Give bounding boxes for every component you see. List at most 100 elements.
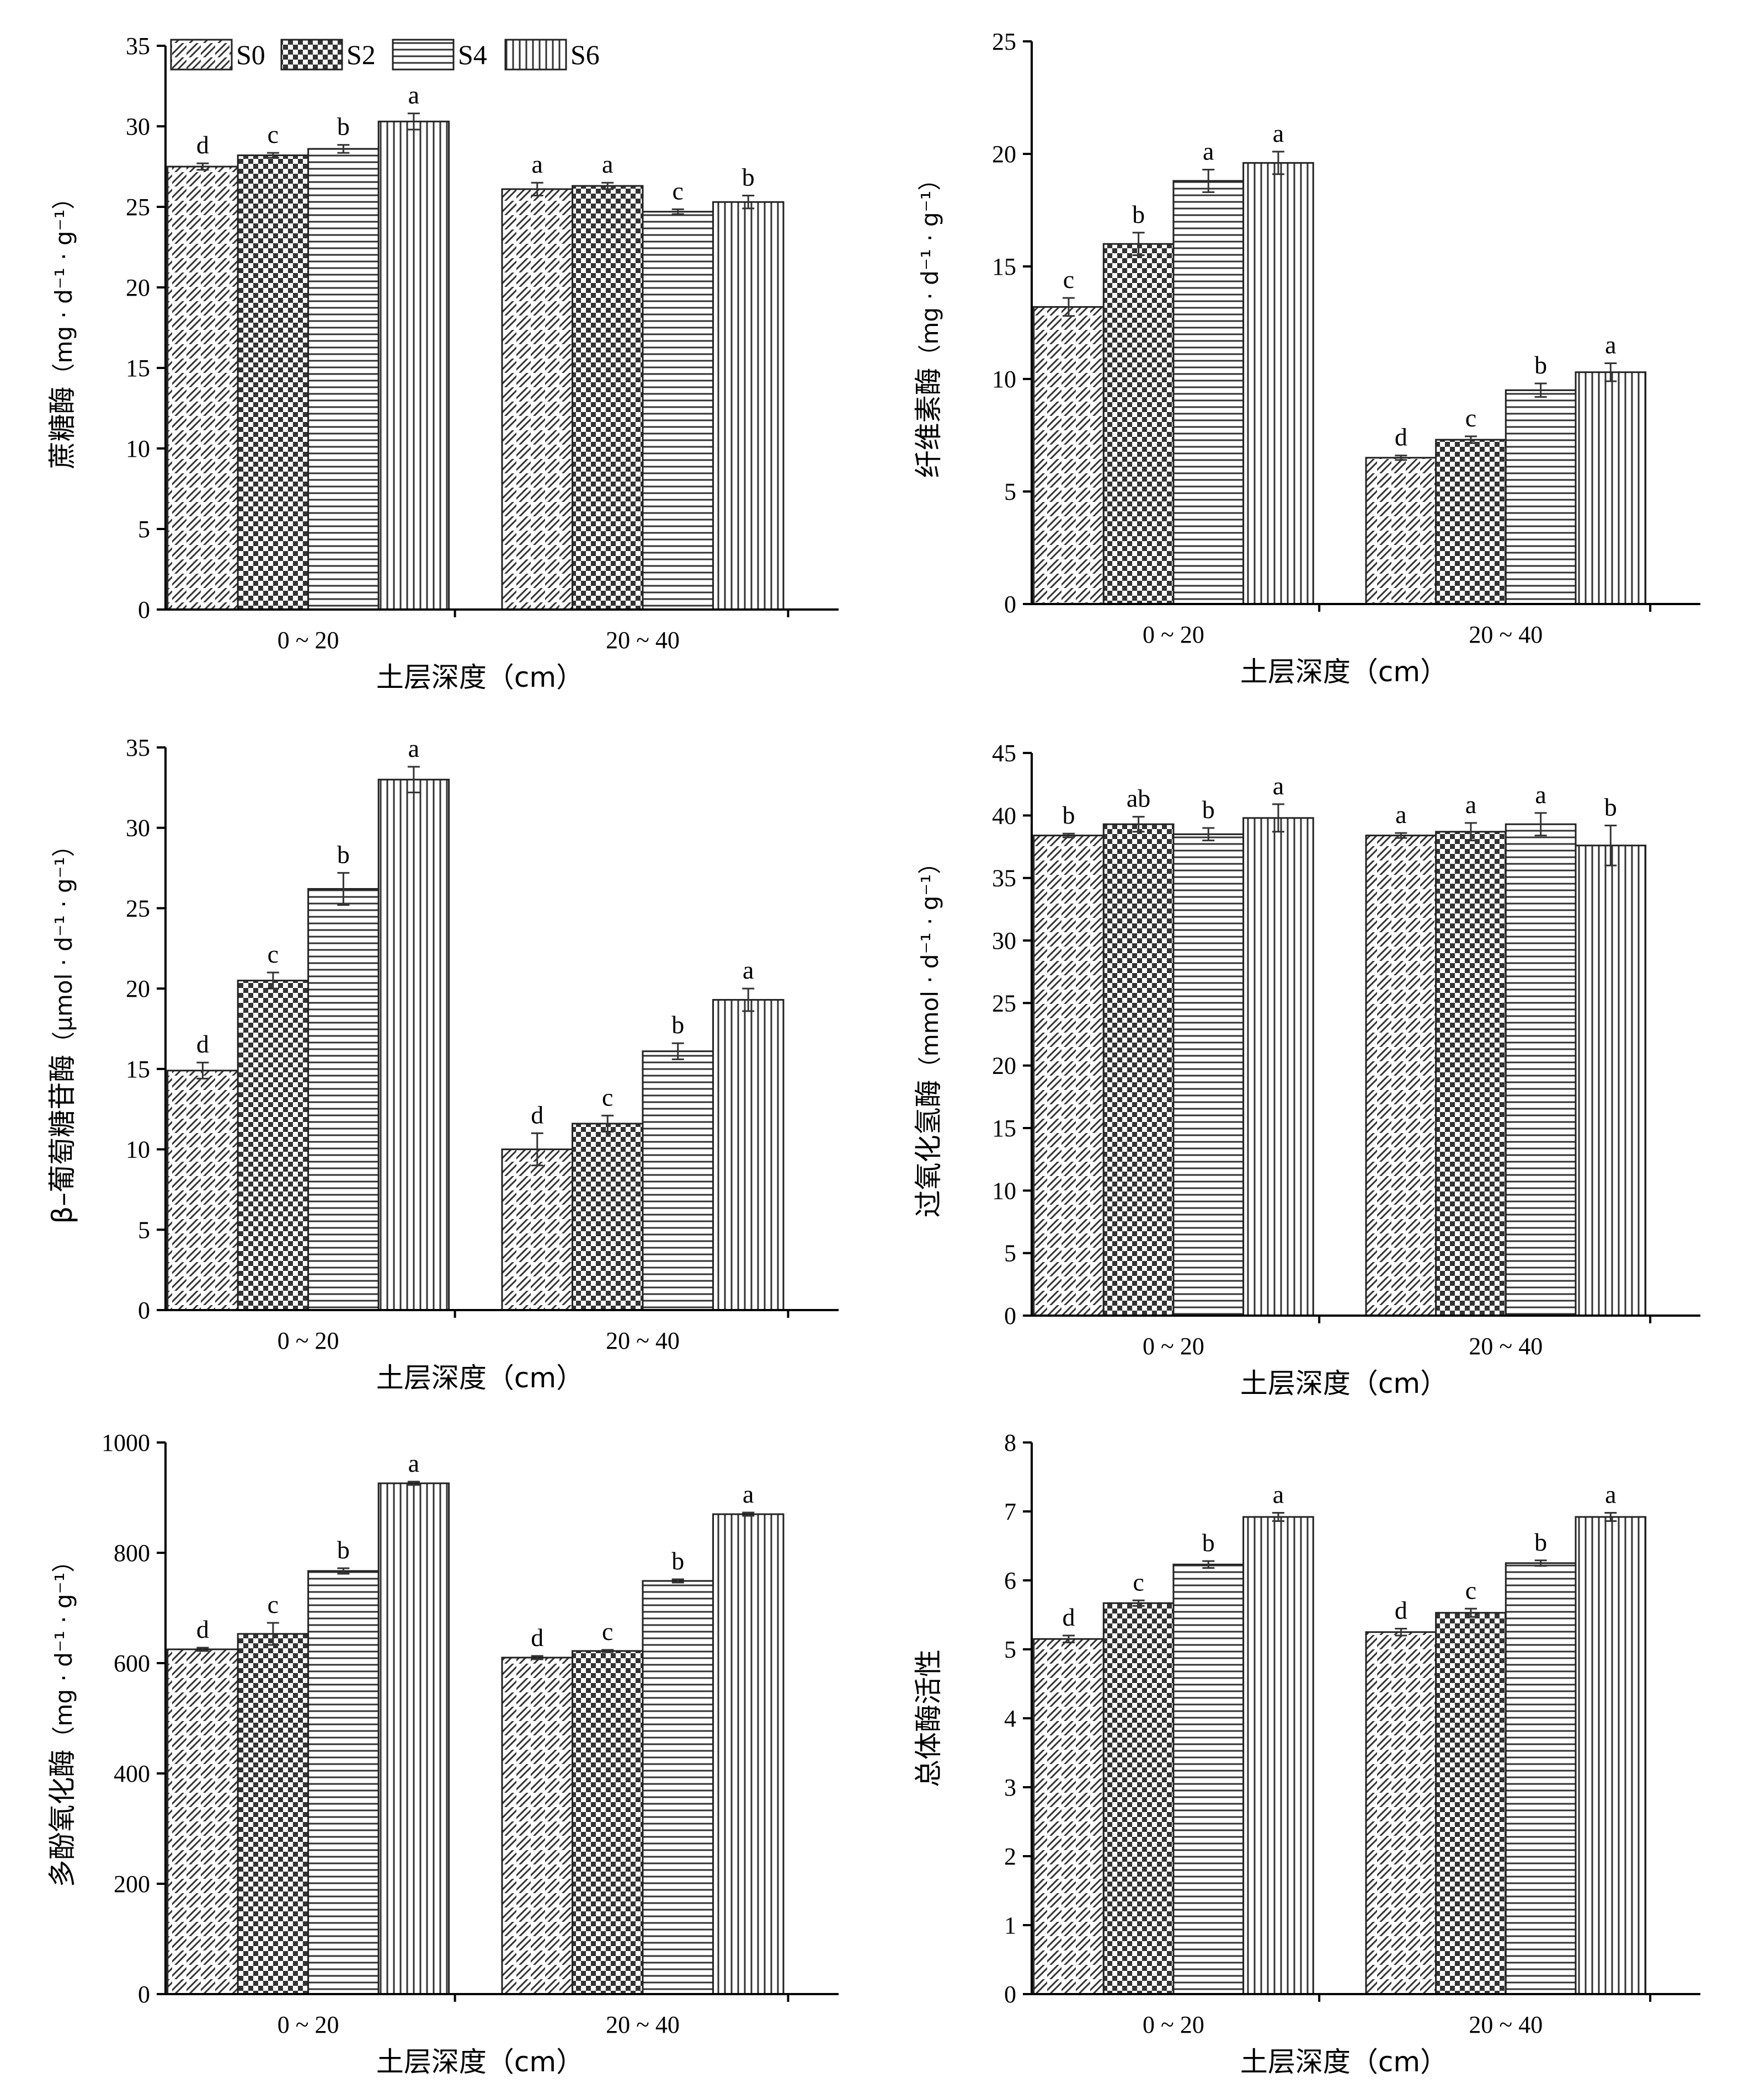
y-axis-label: 多酚氧化酶（mg · d⁻¹ · g⁻¹） — [46, 1549, 78, 1887]
y-axis-label-unit: （mg · d⁻¹ · g⁻¹） — [916, 167, 943, 367]
error-bar-s6-2 — [1604, 1512, 1617, 1522]
significance-letter: c — [673, 177, 684, 205]
significance-letter: c — [268, 120, 279, 148]
bar-s2-2 — [1435, 1612, 1507, 1995]
x-tick-label: 0 ~ 20 — [1143, 1333, 1204, 1360]
bar-s6-2 — [712, 201, 785, 611]
bar-s4-2 — [1505, 389, 1577, 605]
bar-s0-2 — [1365, 457, 1437, 605]
error-bar-s4-1 — [1202, 169, 1215, 193]
legend-label-s6: S6 — [570, 39, 600, 70]
y-tick-label: 0 — [1004, 1981, 1016, 2008]
legend-item-s6: S6 — [504, 39, 600, 71]
bar-s6-1 — [377, 778, 450, 1311]
significance-letter: b — [1132, 200, 1145, 228]
error-bar-s6-1 — [1272, 1512, 1284, 1522]
error-bar-s0-2 — [531, 1655, 543, 1660]
bar-s6-2 — [1575, 845, 1647, 1317]
significance-letter: c — [602, 1617, 613, 1645]
legend-item-s4: S4 — [392, 39, 487, 71]
significance-letter: c — [268, 1590, 279, 1618]
error-bar-s6-2 — [742, 195, 755, 210]
x-tick-label: 20 ~ 40 — [1469, 621, 1543, 648]
error-bar-s6-2 — [742, 1511, 755, 1517]
significance-letter: a — [1605, 330, 1616, 359]
y-tick-label: 2 — [1004, 1843, 1016, 1870]
significance-letter: d — [1062, 1603, 1075, 1631]
y-axis-label-unit: （mg · d⁻¹ · g⁻¹） — [50, 1549, 77, 1749]
y-tick-label: 600 — [114, 1650, 150, 1677]
x-tick-label: 20 ~ 40 — [606, 627, 680, 654]
error-bar-s4-2 — [671, 1578, 684, 1584]
bar-s4-1 — [1172, 833, 1245, 1317]
bar-s4-2 — [642, 1580, 714, 1995]
significance-letter: c — [602, 1083, 613, 1111]
significance-letter: d — [1395, 423, 1407, 451]
significance-letter: a — [532, 150, 543, 178]
bar-s0-2 — [501, 1148, 573, 1311]
y-tick-label: 5 — [138, 516, 150, 543]
chart-panel-2: c d b c a b a a 0 5 10 15 20 25 0 ~ 20 20 ~ 40 土层深度（cm） 纤… — [913, 28, 1700, 688]
significance-letter: a — [1273, 772, 1284, 800]
y-tick-label: 5 — [1004, 478, 1016, 505]
bar-s2-1 — [1102, 823, 1175, 1317]
error-bar-s4-1 — [1202, 827, 1215, 842]
significance-letter: b — [1202, 1529, 1215, 1557]
bar-s6-1 — [377, 120, 450, 611]
y-tick-label: 10 — [992, 1177, 1016, 1204]
y-tick-label: 400 — [114, 1760, 150, 1787]
x-tick-label: 0 ~ 20 — [1143, 621, 1204, 648]
significance-letter: a — [743, 956, 754, 984]
error-bar-s6-1 — [1272, 151, 1284, 175]
x-axis-label: 土层深度（cm） — [1240, 1367, 1448, 1399]
bar-s2-2 — [1435, 831, 1507, 1317]
significance-letter: b — [337, 113, 350, 141]
significance-letter: d — [196, 1615, 209, 1643]
y-tick-label: 20 — [126, 975, 150, 1002]
significance-letter: a — [408, 734, 419, 762]
bar-s2-2 — [1435, 439, 1507, 605]
x-tick-label: 20 ~ 40 — [606, 2011, 680, 2038]
bar-s4-2 — [1505, 1562, 1577, 1995]
y-tick-label: 25 — [992, 28, 1016, 55]
significance-letter: a — [408, 81, 419, 109]
error-bar-s2-1 — [266, 152, 279, 159]
y-tick-label: 1 — [1004, 1912, 1016, 1939]
y-tick-label: 20 — [992, 141, 1016, 168]
y-axis-label-unit: （mg · d⁻¹ · g⁻¹） — [50, 186, 77, 386]
bar-s4-1 — [307, 148, 380, 611]
error-bar-s6-2 — [742, 987, 755, 1012]
y-axis-label-name: 蔗糖酶 — [46, 387, 78, 469]
error-bar-s4-2 — [1534, 1559, 1547, 1567]
bar-s0-1 — [1033, 835, 1105, 1317]
bar-s6-2 — [1575, 371, 1647, 605]
error-bar-s6-2 — [1604, 362, 1617, 382]
chart-panel-1: d a c a b c a b 0 5 10 15 20 25 30 35 0 ~ 20 20 ~ 40 土层深度（… — [46, 33, 839, 693]
bar-s6-1 — [1242, 162, 1314, 605]
bar-s0-2 — [1365, 835, 1437, 1317]
significance-letter: b — [671, 1011, 684, 1039]
error-bar-s4-2 — [671, 1042, 684, 1060]
significance-letter: b — [1062, 801, 1075, 829]
error-bar-s2-2 — [601, 181, 614, 190]
y-tick-label: 5 — [1004, 1240, 1016, 1267]
y-tick-label: 7 — [1004, 1498, 1016, 1525]
significance-letter: b — [337, 840, 350, 868]
y-tick-label: 30 — [126, 815, 150, 842]
y-tick-label: 10 — [126, 435, 150, 462]
y-axis-label-unit: （mmol · d⁻¹ · g⁻¹） — [916, 851, 943, 1080]
y-tick-label: 800 — [114, 1540, 150, 1567]
y-tick-label: 4 — [1004, 1705, 1016, 1732]
chart-panel-6: d d c c b b a a 0 1 2 3 4 5 6 7 8 0 ~ 20 20 ~ 40 土层深度（cm） 总体… — [913, 1429, 1700, 2078]
x-tick-label: 0 ~ 20 — [1143, 2011, 1204, 2038]
error-bar-s4-2 — [671, 208, 684, 215]
significance-letter: d — [531, 1623, 543, 1652]
x-axis-label: 土层深度（cm） — [376, 661, 584, 693]
y-tick-label: 15 — [992, 253, 1016, 280]
error-bar-s4-1 — [337, 1567, 350, 1575]
error-bar-s0-2 — [1395, 1628, 1407, 1637]
error-bar-s0-1 — [196, 1061, 209, 1080]
y-tick-label: 10 — [126, 1136, 150, 1163]
significance-letter: d — [531, 1100, 543, 1129]
